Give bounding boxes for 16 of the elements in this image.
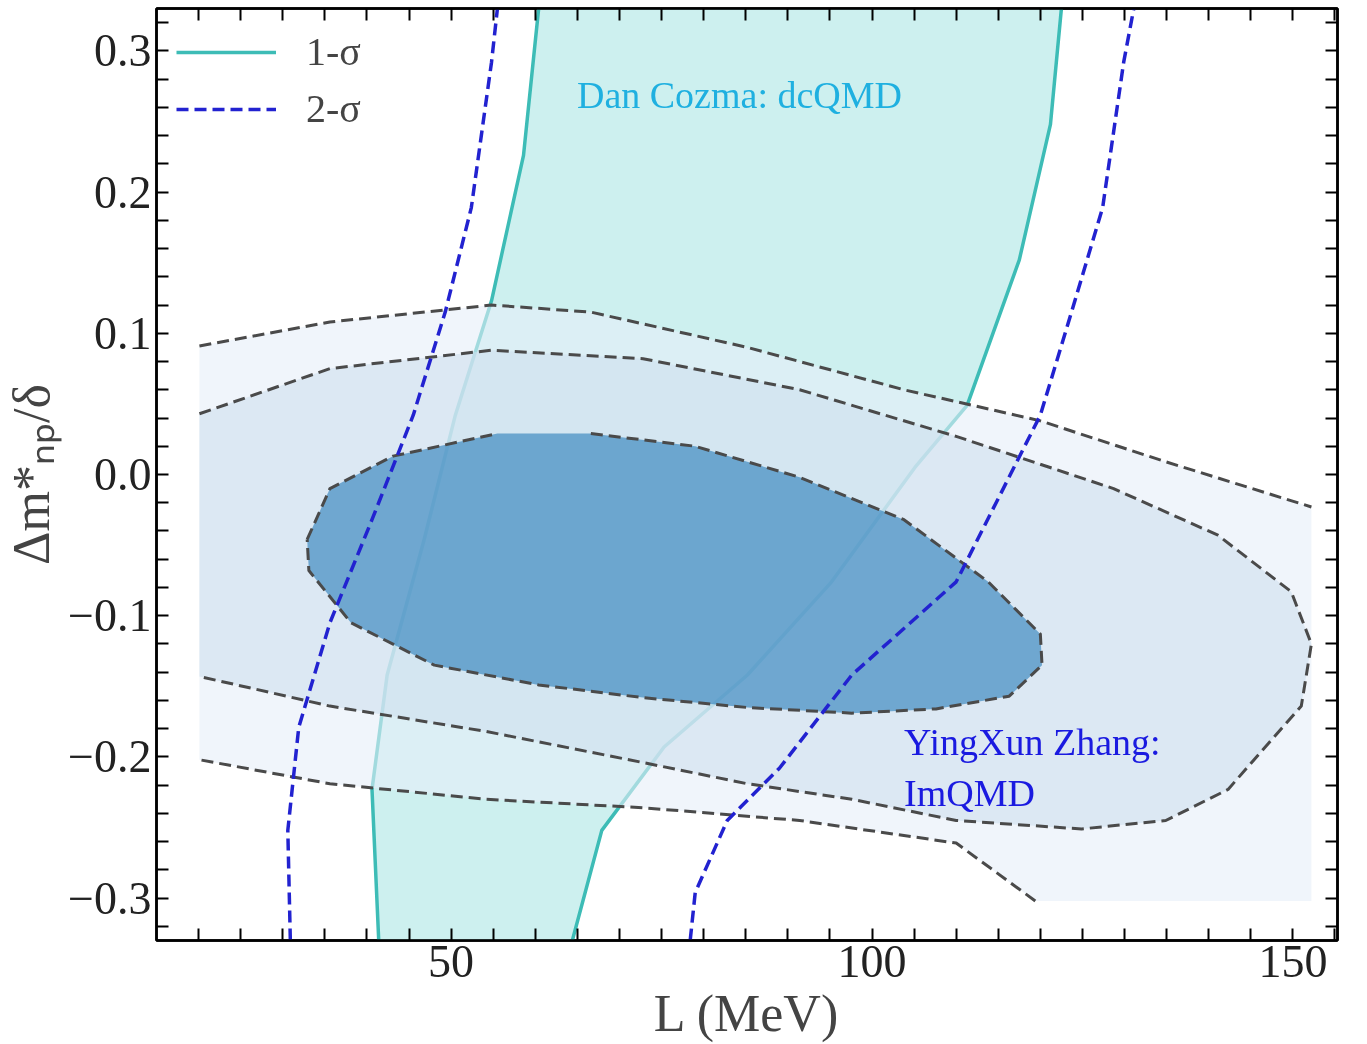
y-axis-title: Δm*ₙₚ/δ bbox=[3, 384, 63, 565]
legend-label: 2-σ bbox=[306, 85, 361, 132]
annotation: Dan Cozma: dcQMD bbox=[576, 73, 902, 116]
annotation: YingXun Zhang: ImQMD bbox=[904, 721, 1161, 814]
y-tick-label: −0.1 bbox=[68, 590, 152, 642]
y-tick-label: −0.2 bbox=[68, 731, 152, 783]
y-tick-label: 0.1 bbox=[94, 307, 152, 359]
y-tick-label: 0.2 bbox=[94, 166, 152, 218]
y-tick-label: −0.3 bbox=[68, 872, 152, 924]
y-tick-label: 0.0 bbox=[94, 449, 152, 500]
legend-label: 1-σ bbox=[306, 28, 361, 75]
x-axis-title: L (MeV) bbox=[653, 984, 839, 1043]
x-tick-label: 150 bbox=[1258, 935, 1328, 987]
x-tick-label: 100 bbox=[837, 935, 907, 987]
y-tick-label: 0.3 bbox=[94, 25, 152, 77]
x-tick-label: 50 bbox=[428, 935, 475, 987]
